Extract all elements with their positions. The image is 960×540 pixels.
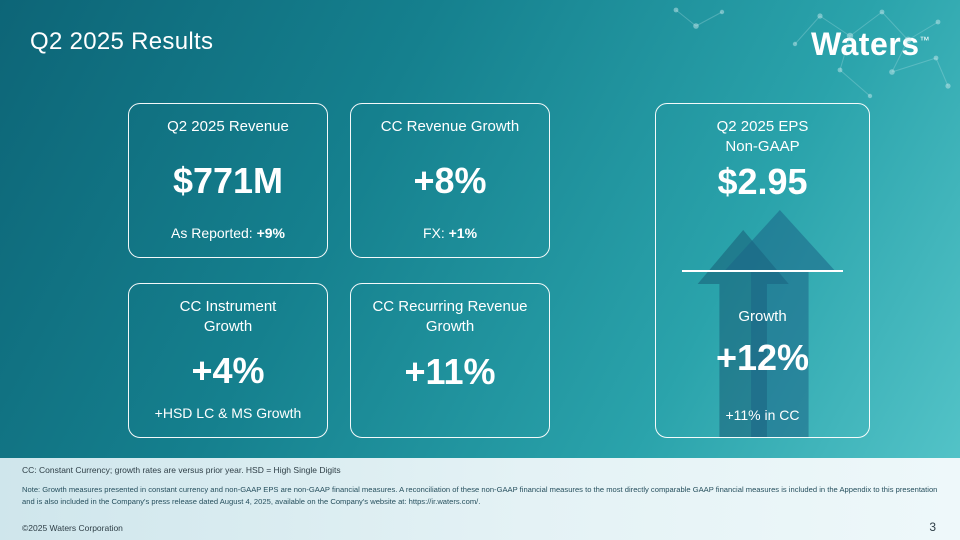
- card-eps-title-line1: Q2 2025 EPS: [716, 118, 809, 135]
- card-cc-recurring-revenue-growth-title: CC Recurring Revenue Growth: [372, 284, 527, 336]
- card-revenue-sub-prefix: As Reported:: [170, 225, 257, 241]
- card-cc-revenue-growth: CC Revenue Growth +8% FX: +1%: [350, 103, 550, 258]
- card-cc-revenue-growth-sub-value: +1%: [448, 225, 478, 241]
- card-cc-revenue-growth-value: +8%: [413, 159, 487, 201]
- footnote-non-gaap-note: Note: Growth measures presented in const…: [22, 485, 938, 506]
- card-cc-revenue-growth-sub-prefix: FX:: [422, 225, 449, 241]
- card-cc-revenue-growth-subtext: FX: +1%: [423, 225, 477, 257]
- page-title: Q2 2025 Results: [30, 28, 214, 55]
- footer: CC: Constant Currency; growth rates are …: [0, 458, 960, 540]
- card-eps-growth-subtext: +11% in CC: [725, 407, 800, 423]
- card-revenue-sub-value: +9%: [256, 225, 286, 241]
- page-number: 3: [929, 520, 936, 534]
- card-eps-value: $2.95: [717, 161, 808, 202]
- card-cc-recurring-revenue-growth-title-line2: Growth: [425, 317, 475, 335]
- footnote-definitions: CC: Constant Currency; growth rates are …: [22, 465, 341, 475]
- card-cc-instrument-growth-value: +4%: [191, 349, 265, 391]
- card-cc-instrument-growth-subtext: +HSD LC & MS Growth: [154, 405, 302, 421]
- waters-logo: Waters™: [811, 26, 930, 63]
- growth-arrows-icon: [697, 210, 835, 437]
- waters-logo-text: Waters: [810, 26, 920, 62]
- card-cc-revenue-growth-title: CC Revenue Growth: [380, 118, 520, 135]
- card-cc-recurring-revenue-growth: CC Recurring Revenue Growth +11%: [350, 283, 550, 438]
- copyright-text: ©2025 Waters Corporation: [22, 523, 123, 533]
- card-eps: Q2 2025 EPS Non-GAAP $2.95 Growth +12% +…: [655, 103, 870, 438]
- card-revenue-subtext: As Reported: +9%: [171, 225, 285, 257]
- card-revenue-title: Q2 2025 Revenue: [167, 118, 289, 135]
- card-cc-instrument-growth-title-line2: Growth: [203, 317, 253, 335]
- card-cc-instrument-growth-title-line1: CC Instrument: [179, 298, 277, 315]
- trademark-symbol: ™: [919, 35, 930, 47]
- card-revenue-value: $771M: [172, 159, 284, 201]
- card-revenue: Q2 2025 Revenue $771M As Reported: +9%: [128, 103, 328, 258]
- card-eps-growth-label: Growth: [738, 308, 787, 325]
- card-eps-title-line2: Non-GAAP: [725, 138, 800, 156]
- card-eps-growth-value: +12%: [715, 337, 810, 378]
- card-eps-title: Q2 2025 EPS Non-GAAP: [656, 117, 869, 158]
- card-cc-recurring-revenue-growth-title-line1: CC Recurring Revenue: [372, 298, 528, 315]
- eps-divider-line: [682, 270, 843, 272]
- card-cc-instrument-growth-title: CC Instrument Growth: [180, 284, 277, 336]
- card-cc-recurring-revenue-growth-value: +11%: [404, 350, 496, 392]
- card-cc-instrument-growth: CC Instrument Growth +4% +HSD LC & MS Gr…: [128, 283, 328, 438]
